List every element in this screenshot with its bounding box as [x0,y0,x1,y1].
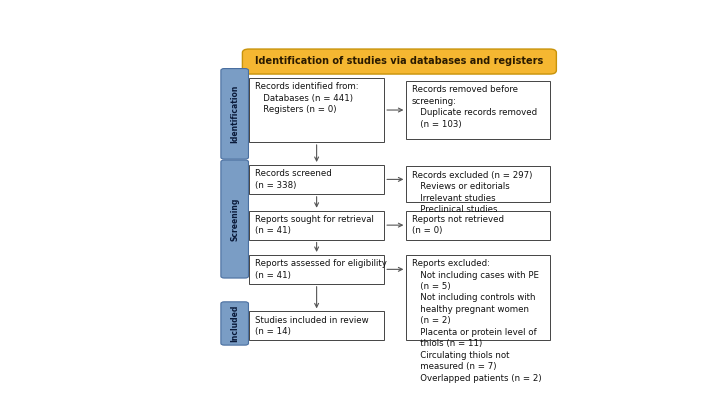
FancyBboxPatch shape [221,69,248,159]
Text: Records identified from:
   Databases (n = 441)
   Registers (n = 0): Records identified from: Databases (n = … [255,82,358,114]
FancyBboxPatch shape [221,160,248,278]
FancyBboxPatch shape [249,255,384,284]
FancyBboxPatch shape [249,78,384,142]
Text: Reports excluded:
   Not including cases with PE
   (n = 5)
   Not including con: Reports excluded: Not including cases wi… [412,259,541,383]
FancyBboxPatch shape [249,311,384,340]
Text: Reports sought for retrieval
(n = 41): Reports sought for retrieval (n = 41) [255,215,373,235]
FancyBboxPatch shape [249,165,384,194]
Text: Records removed before
screening:
   Duplicate records removed
   (n = 103): Records removed before screening: Duplic… [412,85,537,129]
FancyBboxPatch shape [407,166,550,202]
FancyBboxPatch shape [249,211,384,240]
Text: Records excluded (n = 297)
   Reviews or editorials
   Irrelevant studies
   Pre: Records excluded (n = 297) Reviews or ed… [412,171,532,214]
Text: Reports assessed for eligibility
(n = 41): Reports assessed for eligibility (n = 41… [255,259,387,280]
FancyBboxPatch shape [221,302,248,345]
FancyBboxPatch shape [407,255,550,340]
Text: Reports not retrieved
(n = 0): Reports not retrieved (n = 0) [412,215,504,235]
Text: Included: Included [230,305,239,342]
Text: Screening: Screening [230,197,239,241]
FancyBboxPatch shape [242,49,556,74]
Text: Identification: Identification [230,85,239,143]
FancyBboxPatch shape [407,81,550,139]
Text: Records screened
(n = 338): Records screened (n = 338) [255,169,331,190]
FancyBboxPatch shape [407,211,550,240]
Text: Identification of studies via databases and registers: Identification of studies via databases … [256,56,543,66]
Text: Studies included in review
(n = 14): Studies included in review (n = 14) [255,316,368,336]
